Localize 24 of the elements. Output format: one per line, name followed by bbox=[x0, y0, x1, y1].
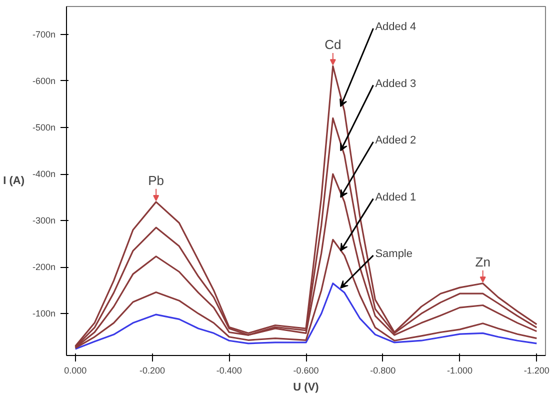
x-tick-label: -0.600 bbox=[293, 366, 319, 376]
text: Added 4 bbox=[375, 21, 416, 34]
text: Added 3 bbox=[375, 78, 416, 90]
text: Added 2 bbox=[375, 134, 416, 147]
text: Added 1 bbox=[375, 191, 416, 204]
y-tick-label: -200n bbox=[32, 262, 56, 272]
y-tick-label: -500n bbox=[32, 122, 56, 132]
annotation: Zn bbox=[475, 254, 490, 270]
x-tick-label: 0.000 bbox=[64, 366, 87, 376]
annotation: Pb bbox=[148, 172, 164, 188]
annotation: Cd bbox=[324, 37, 342, 52]
y-tick-label: -300n bbox=[32, 216, 56, 226]
text: Sample bbox=[375, 248, 412, 260]
x-tick-label: -0.800 bbox=[370, 366, 396, 376]
x-tick-label: -0.200 bbox=[139, 366, 165, 376]
x-tick-label: -1.000 bbox=[447, 366, 473, 376]
y-tick-label: -400n bbox=[32, 169, 56, 180]
y-tick-label: -700n bbox=[32, 29, 56, 40]
x-tick-label: -0.400 bbox=[216, 366, 242, 376]
x-axis-title: U (V) bbox=[293, 382, 320, 394]
y-tick-label: -600n bbox=[32, 76, 56, 86]
y-axis-title: I (A) bbox=[3, 175, 25, 187]
y-tick-label: -100n bbox=[32, 308, 56, 319]
x-tick-label: -1.200 bbox=[524, 366, 550, 376]
